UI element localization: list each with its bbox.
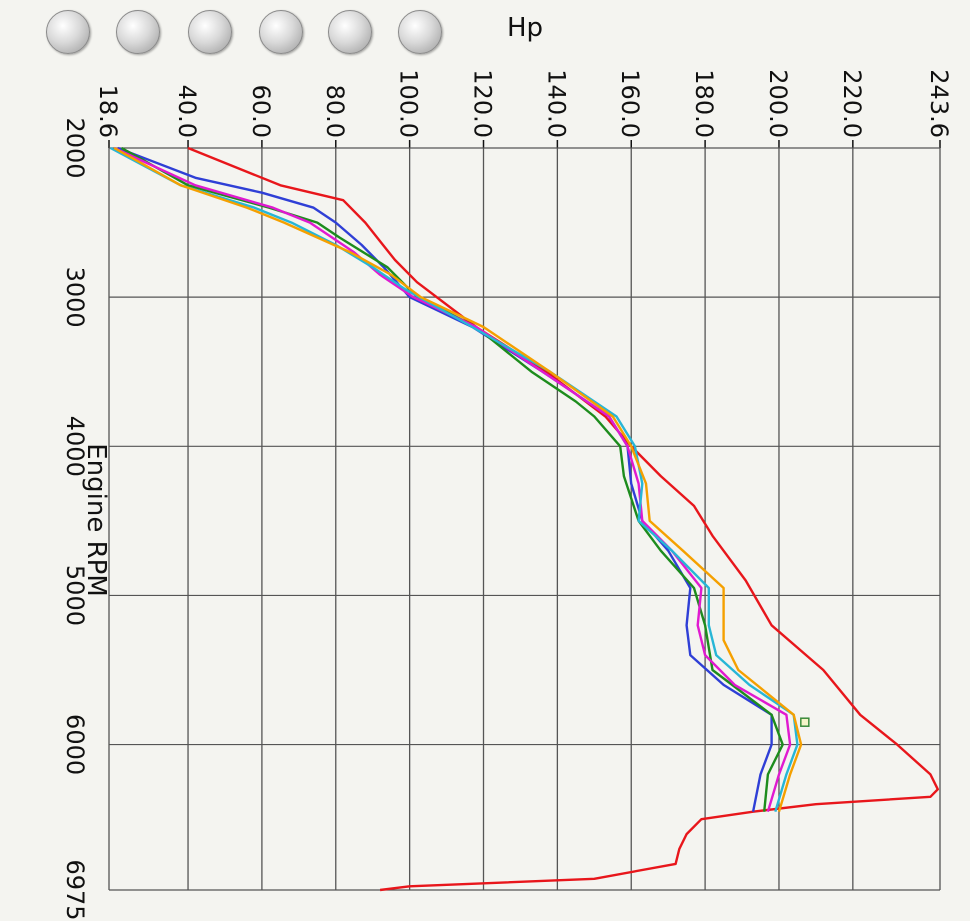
series-line-red (187, 146, 939, 892)
rpm-tick-label: 6000 (61, 714, 89, 775)
y-tick-labels: 18.6 40.0 60.0 80.0 100.0 120.0 140.0 160.0 180.… (94, 69, 953, 138)
hp-tick-label: 160.0 (616, 69, 644, 138)
run-toggle-button-4[interactable] (259, 10, 303, 54)
cursor-marker-box (800, 717, 810, 727)
hp-tick-label: 180.0 (690, 69, 718, 138)
grid-lines (108, 140, 941, 891)
run-toggle-button-2[interactable] (116, 10, 160, 54)
hp-tick-label: 243.6 (925, 69, 953, 138)
rpm-tick-label: 5000 (61, 565, 89, 626)
series-line-magenta (113, 146, 792, 813)
rpm-tick-label: 2000 (61, 117, 89, 178)
run-toggle-button-3[interactable] (188, 10, 232, 54)
hp-tick-label: 120.0 (469, 69, 497, 138)
rpm-tick-label: 4000 (61, 416, 89, 477)
hp-tick-label: 40.0 (173, 85, 201, 138)
run-toggle-button-6[interactable] (398, 10, 442, 54)
x-axis-label: Engine RPM (81, 443, 111, 597)
cursor-marker (800, 717, 810, 727)
hp-tick-label: 18.6 (94, 85, 122, 138)
x-tick-labels: 2000 3000 4000 5000 6000 6975 (61, 117, 89, 920)
series-line-green (121, 146, 784, 812)
hp-tick-label: 100.0 (395, 69, 423, 138)
run-toggle-button-5[interactable] (328, 10, 372, 54)
hp-tick-label: 140.0 (542, 69, 570, 138)
series-line-cyan (109, 146, 799, 813)
hp-tick-label: 80.0 (321, 85, 349, 138)
y-axis-label: Hp (507, 13, 543, 43)
rpm-tick-label: 3000 (61, 267, 89, 328)
hp-tick-label: 60.0 (247, 85, 275, 138)
hp-tick-label: 200.0 (764, 69, 792, 138)
rpm-tick-label: 6975 (61, 859, 89, 920)
hp-tick-label: 220.0 (838, 69, 866, 138)
series-line-orange (113, 146, 803, 813)
series-lines (109, 146, 939, 892)
run-toggle-button-1[interactable] (46, 10, 90, 54)
series-line-blue (117, 146, 773, 812)
